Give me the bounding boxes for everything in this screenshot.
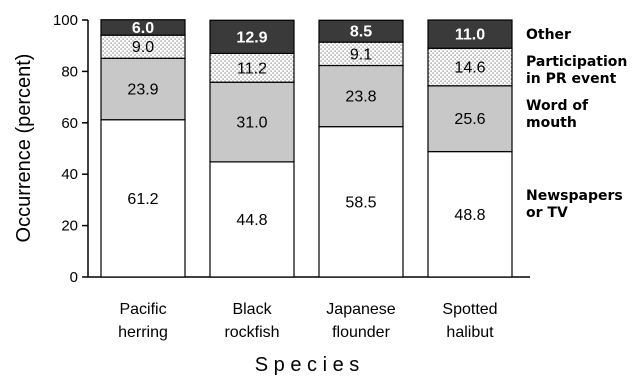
y-tick-label: 40 bbox=[61, 166, 78, 183]
data-label: 9.1 bbox=[350, 46, 372, 63]
legend-entry: mouth bbox=[526, 115, 577, 131]
data-label: 11.0 bbox=[455, 27, 485, 44]
data-label: 23.8 bbox=[345, 89, 376, 106]
bar-segment bbox=[100, 57, 186, 121]
bar-segment bbox=[100, 19, 186, 36]
legend-entry: Other bbox=[526, 27, 571, 43]
x-tick-label: Spotted bbox=[442, 301, 497, 318]
bar-segment bbox=[209, 52, 295, 83]
bar-segment bbox=[318, 126, 404, 278]
bar-segment bbox=[209, 161, 295, 278]
y-tick-label: 20 bbox=[61, 218, 78, 235]
data-label: 9.0 bbox=[132, 39, 154, 56]
plot-area: 0 20 40 60 80 100 61.2 23.9 9.0 6.0 Pacific herring… bbox=[53, 12, 530, 341]
legend-entry: Newspapers bbox=[526, 188, 623, 204]
data-label: 31.0 bbox=[236, 115, 267, 132]
x-tick-label: herring bbox=[118, 324, 168, 341]
bar-segment bbox=[209, 19, 295, 55]
bar-segment bbox=[318, 64, 404, 128]
legend-entry: Participation bbox=[526, 54, 627, 70]
x-tick-label: flounder bbox=[332, 324, 390, 341]
bar-segment bbox=[209, 81, 295, 163]
y-axis-title: Occurrence (percent) bbox=[13, 54, 35, 243]
data-label: 44.8 bbox=[236, 212, 267, 229]
data-label: 58.5 bbox=[345, 194, 376, 211]
y-tick-label: 80 bbox=[61, 63, 78, 80]
y-tick-label: 0 bbox=[70, 269, 78, 286]
legend-entry: Word of bbox=[526, 98, 589, 114]
data-label: 61.2 bbox=[127, 191, 158, 208]
bar-segment bbox=[427, 47, 513, 87]
data-label: 12.9 bbox=[236, 29, 267, 46]
x-tick-label: Black bbox=[232, 301, 272, 318]
data-label: 25.6 bbox=[454, 111, 485, 128]
data-label: 48.8 bbox=[454, 207, 485, 224]
bar-segment bbox=[318, 19, 404, 43]
legend-entry: in PR event bbox=[526, 71, 617, 87]
bar-segment bbox=[427, 85, 513, 153]
x-tick-label: halibut bbox=[446, 324, 494, 341]
x-tick-label: rockfish bbox=[224, 324, 279, 341]
data-label: 11.2 bbox=[237, 60, 267, 77]
x-tick-label: Japanese bbox=[326, 301, 395, 318]
y-tick-label: 60 bbox=[61, 115, 78, 132]
legend-entry: or TV bbox=[526, 205, 568, 221]
data-label: 8.5 bbox=[350, 24, 372, 41]
bar-segment bbox=[100, 119, 186, 278]
data-label: 23.9 bbox=[127, 82, 158, 99]
bar-segment bbox=[427, 19, 513, 49]
bar-segment bbox=[427, 150, 513, 278]
data-label: 14.6 bbox=[454, 60, 485, 77]
y-tick-label: 100 bbox=[53, 12, 78, 29]
data-label: 6.0 bbox=[132, 20, 154, 37]
x-tick-label: Pacific bbox=[119, 301, 166, 318]
x-axis-title: S p e c i e s bbox=[255, 354, 360, 376]
